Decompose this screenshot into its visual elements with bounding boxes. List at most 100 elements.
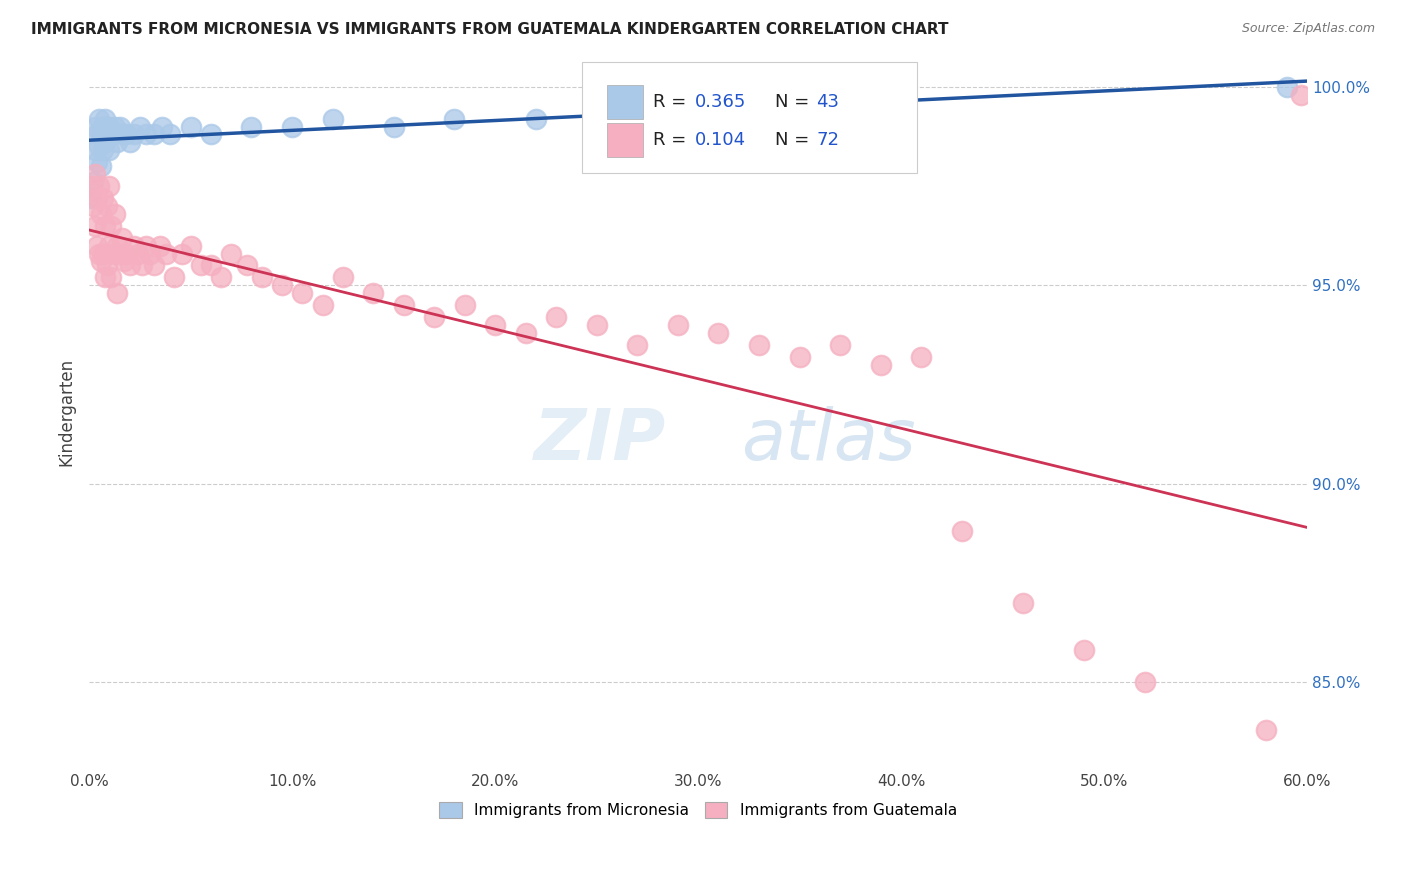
Point <box>86 128 108 142</box>
Point <box>110 230 132 244</box>
FancyBboxPatch shape <box>582 62 917 173</box>
Point <box>392 298 415 312</box>
Text: atlas: atlas <box>741 406 915 475</box>
Point <box>1133 675 1156 690</box>
Point <box>108 120 131 134</box>
Point <box>910 350 932 364</box>
Point <box>104 120 127 134</box>
Point <box>114 246 136 260</box>
Point <box>219 246 242 260</box>
Point <box>90 128 112 142</box>
Text: R =: R = <box>652 131 692 149</box>
Point <box>127 246 149 260</box>
Point <box>155 246 177 260</box>
Point <box>91 144 114 158</box>
Point <box>104 207 127 221</box>
Point <box>98 144 121 158</box>
Point <box>515 326 537 340</box>
Point <box>281 120 304 134</box>
Point <box>322 112 344 126</box>
Point <box>150 120 173 134</box>
Point <box>250 270 273 285</box>
Point <box>91 191 114 205</box>
Point <box>311 298 333 312</box>
Point <box>94 219 117 233</box>
Point <box>727 103 749 118</box>
Point <box>103 128 125 142</box>
Text: Source: ZipAtlas.com: Source: ZipAtlas.com <box>1241 22 1375 36</box>
Point <box>240 120 263 134</box>
Point <box>98 120 121 134</box>
Point <box>1289 87 1312 102</box>
Text: ZIP: ZIP <box>534 406 666 475</box>
Point <box>84 144 107 158</box>
Point <box>200 128 222 142</box>
Point <box>1256 723 1278 737</box>
Point <box>131 259 153 273</box>
Point <box>89 246 111 260</box>
Point <box>91 120 114 134</box>
Point <box>108 246 131 260</box>
Point <box>830 338 852 352</box>
Point <box>107 286 129 301</box>
Point <box>86 155 108 169</box>
Point <box>190 259 212 273</box>
Point <box>118 259 141 273</box>
Point <box>789 350 811 364</box>
Point <box>361 286 384 301</box>
Point <box>84 219 107 233</box>
Point <box>748 338 770 352</box>
Point <box>291 286 314 301</box>
Point <box>707 326 730 340</box>
Point <box>1275 79 1298 94</box>
Point <box>107 238 129 252</box>
Point <box>112 254 135 268</box>
Point <box>89 139 111 153</box>
Point <box>180 120 202 134</box>
Point <box>80 191 103 205</box>
Point <box>524 112 547 126</box>
Text: 43: 43 <box>817 94 839 112</box>
Point <box>200 259 222 273</box>
Point <box>789 100 811 114</box>
Point <box>90 207 112 221</box>
Point <box>98 179 121 194</box>
Point <box>544 310 567 324</box>
Text: 0.104: 0.104 <box>695 131 745 149</box>
Point <box>110 128 132 142</box>
Point <box>94 136 117 150</box>
Point <box>103 246 125 260</box>
Point <box>271 278 294 293</box>
Point <box>98 238 121 252</box>
Point <box>585 318 607 332</box>
Bar <box>607 123 644 157</box>
Point <box>453 298 475 312</box>
Point <box>332 270 354 285</box>
Point <box>135 238 157 252</box>
Point <box>107 136 129 150</box>
Point <box>484 318 506 332</box>
Point <box>382 120 405 134</box>
Text: N =: N = <box>775 94 815 112</box>
Point <box>163 270 186 285</box>
Point <box>84 120 107 134</box>
Point <box>122 238 145 252</box>
Point <box>143 259 166 273</box>
Point <box>84 167 107 181</box>
Point <box>443 112 465 126</box>
Point <box>86 191 108 205</box>
Point <box>180 238 202 252</box>
Text: 72: 72 <box>817 131 839 149</box>
Point <box>96 120 118 134</box>
Point <box>1011 596 1033 610</box>
Point <box>89 179 111 194</box>
Point <box>172 246 194 260</box>
Point <box>118 136 141 150</box>
Point <box>236 259 259 273</box>
Point <box>100 128 122 142</box>
Point <box>96 259 118 273</box>
Point <box>1073 643 1095 657</box>
Point <box>89 112 111 126</box>
Point <box>950 524 973 539</box>
Text: 0.365: 0.365 <box>695 94 745 112</box>
